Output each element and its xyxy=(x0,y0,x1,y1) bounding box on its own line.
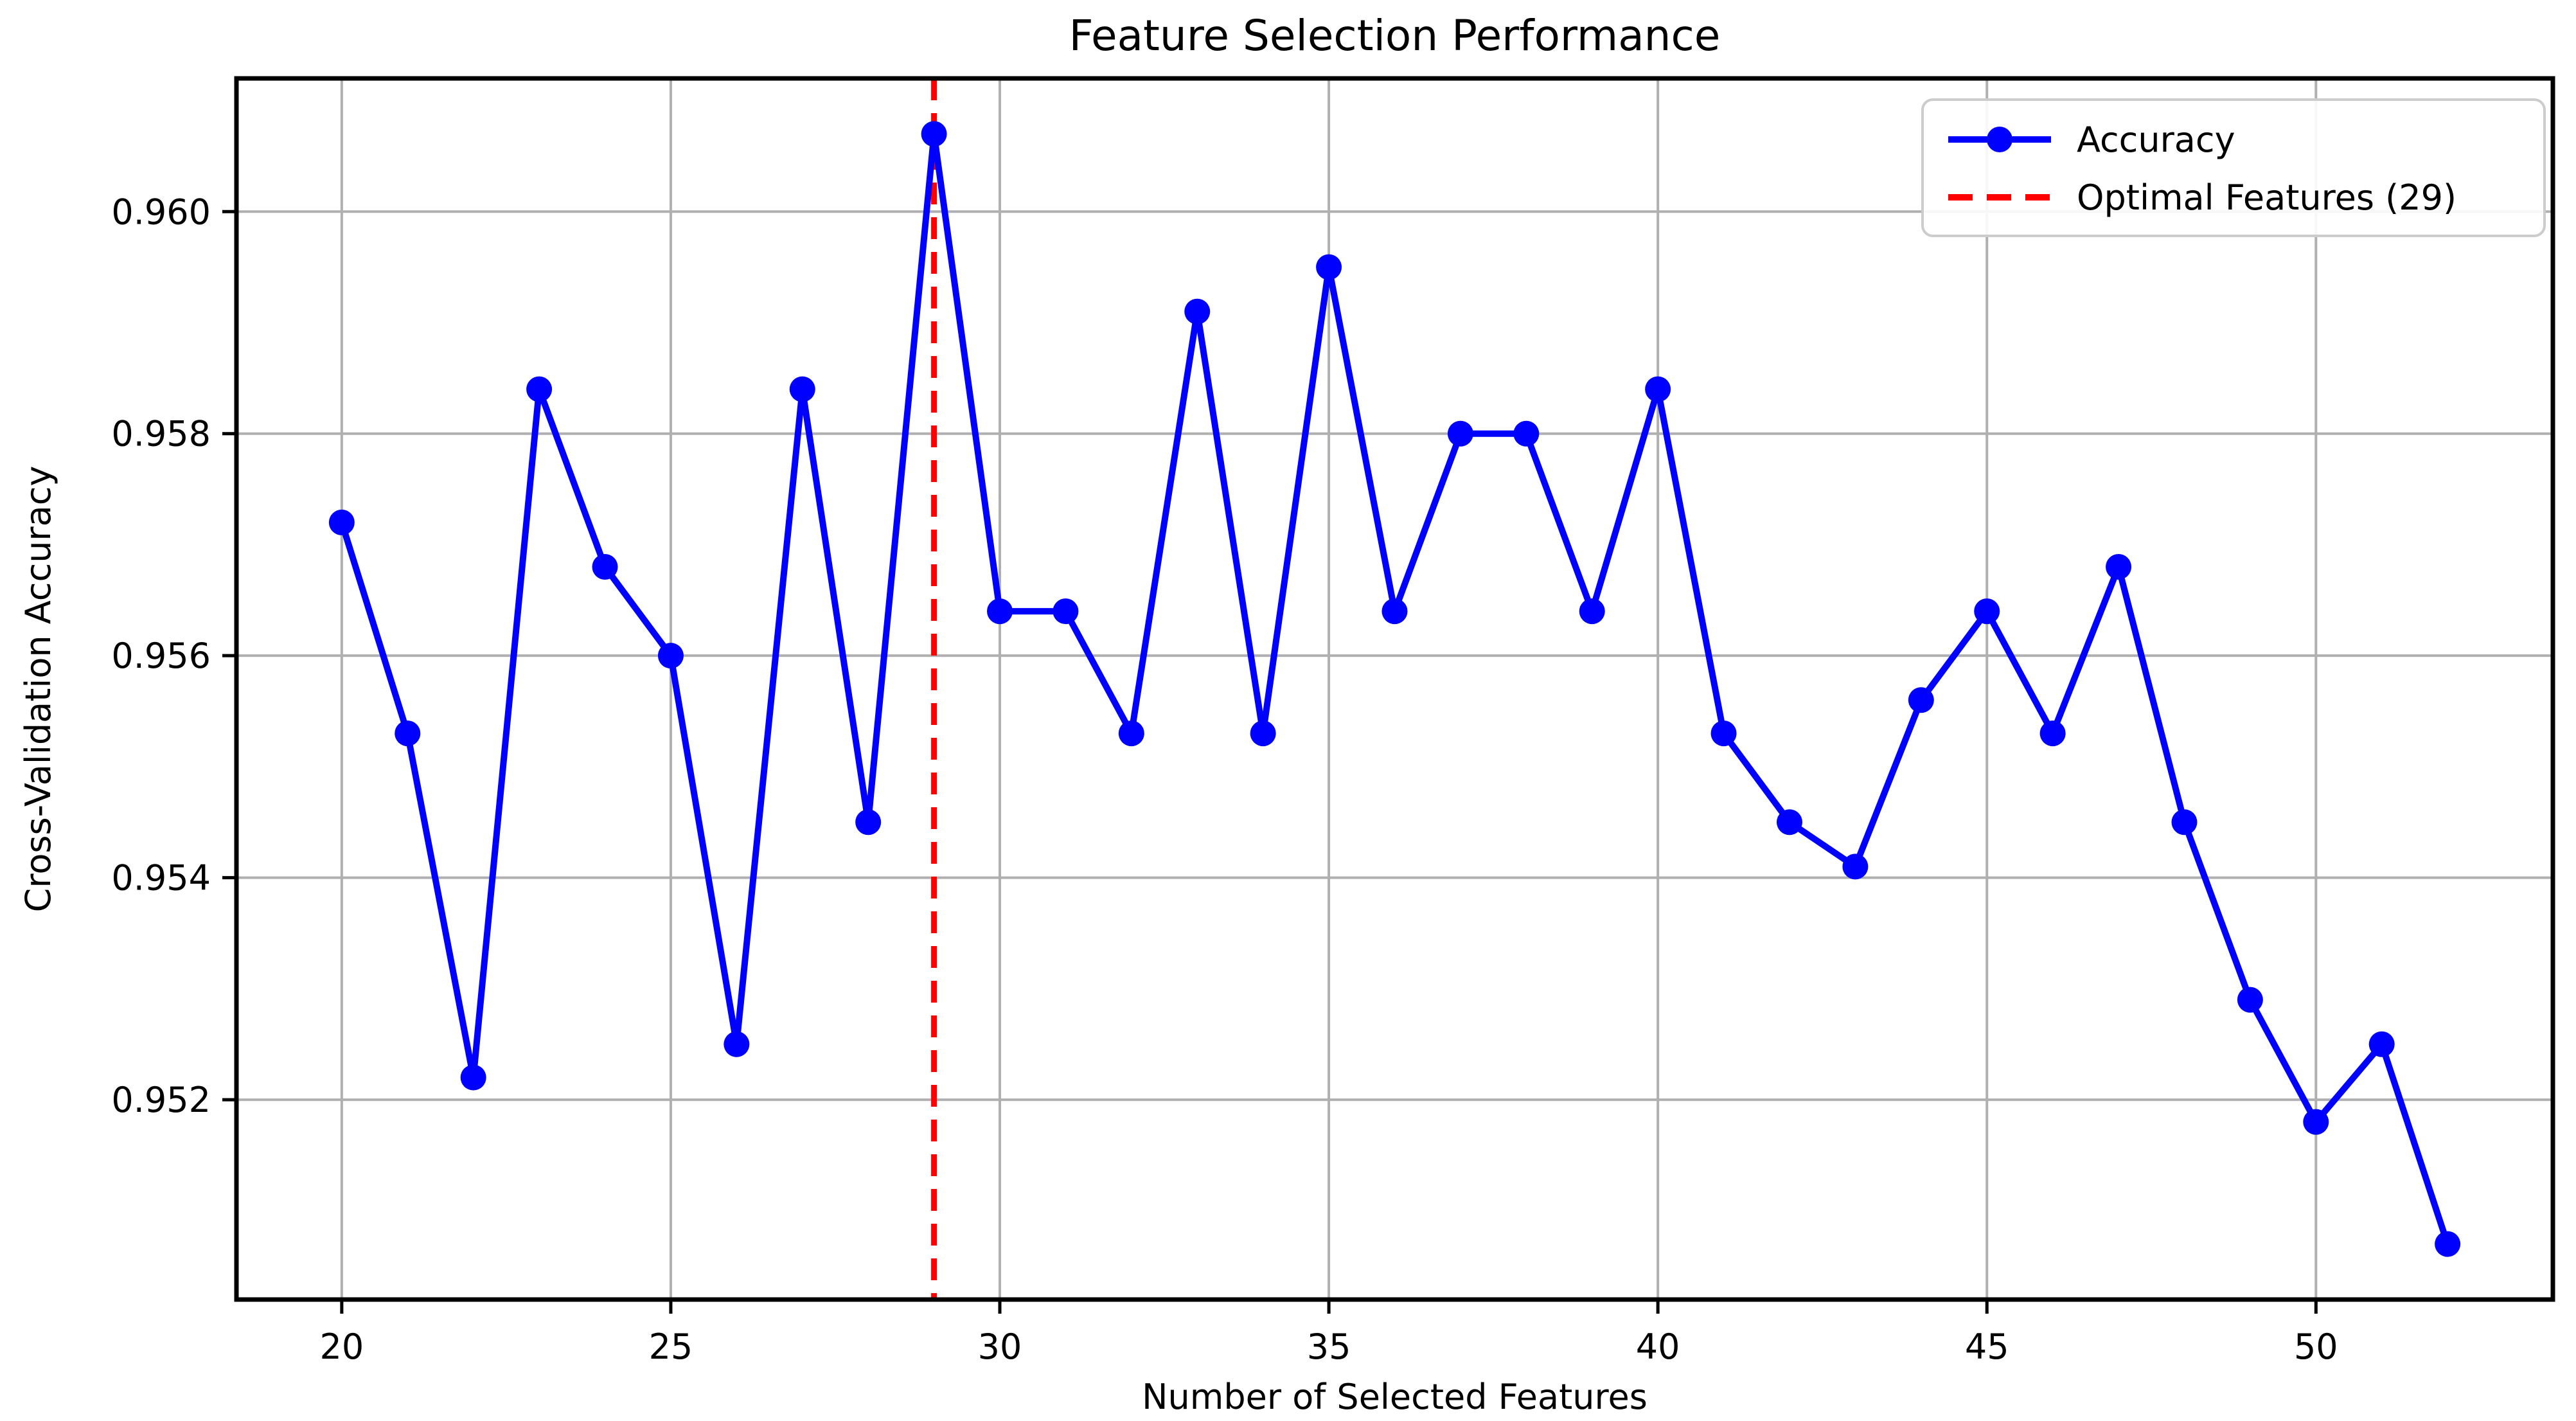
y-tick-label: 0.952 xyxy=(111,1080,211,1120)
x-tick-label: 20 xyxy=(320,1327,364,1367)
x-tick-label: 45 xyxy=(1965,1327,2009,1367)
data-point-35[interactable] xyxy=(1316,254,1342,280)
legend[interactable]: Accuracy Optimal Features (29) xyxy=(1921,98,2546,237)
data-point-36[interactable] xyxy=(1381,598,1408,625)
data-point-26[interactable] xyxy=(724,1031,750,1057)
data-point-38[interactable] xyxy=(1513,420,1540,447)
chart-title: Feature Selection Performance xyxy=(1069,11,1721,60)
x-axis-label: Number of Selected Features xyxy=(1142,1377,1648,1417)
x-tick-label: 30 xyxy=(978,1327,1022,1367)
data-point-30[interactable] xyxy=(987,598,1013,625)
data-point-21[interactable] xyxy=(395,720,421,747)
data-point-29[interactable] xyxy=(921,121,947,147)
data-point-39[interactable] xyxy=(1579,598,1605,625)
x-tick-label: 50 xyxy=(2294,1327,2338,1367)
legend-box xyxy=(1921,98,2546,237)
x-tick-label: 35 xyxy=(1307,1327,1351,1367)
grid-lines xyxy=(236,78,2553,1300)
data-point-47[interactable] xyxy=(2106,554,2132,580)
legend-accuracy-marker xyxy=(1987,127,2012,152)
data-point-37[interactable] xyxy=(1447,420,1473,447)
data-point-28[interactable] xyxy=(855,809,882,836)
data-point-51[interactable] xyxy=(2368,1031,2395,1057)
data-point-49[interactable] xyxy=(2237,987,2263,1013)
plot-border xyxy=(234,76,2555,1302)
y-tick-label: 0.958 xyxy=(111,414,211,454)
data-point-42[interactable] xyxy=(1776,809,1802,836)
accuracy-markers xyxy=(328,121,2461,1257)
data-point-46[interactable] xyxy=(2039,720,2066,747)
data-point-23[interactable] xyxy=(526,376,553,402)
data-point-20[interactable] xyxy=(328,509,355,535)
data-point-40[interactable] xyxy=(1645,376,1671,402)
x-tick-label: 25 xyxy=(649,1327,693,1367)
data-point-24[interactable] xyxy=(592,554,618,580)
data-point-34[interactable] xyxy=(1250,720,1276,747)
y-tick-label: 0.956 xyxy=(111,636,211,676)
data-point-44[interactable] xyxy=(1908,687,1934,713)
data-point-50[interactable] xyxy=(2303,1109,2329,1135)
y-tick-label: 0.954 xyxy=(111,858,211,898)
data-point-22[interactable] xyxy=(460,1064,486,1091)
data-point-43[interactable] xyxy=(1842,853,1869,880)
data-point-32[interactable] xyxy=(1118,720,1144,747)
data-point-52[interactable] xyxy=(2435,1231,2461,1257)
legend-optimal-label: Optimal Features (29) xyxy=(2077,177,2456,218)
data-point-45[interactable] xyxy=(1974,598,2000,625)
data-point-27[interactable] xyxy=(789,376,815,402)
y-axis-label: Cross-Validation Accuracy xyxy=(18,466,58,913)
data-point-48[interactable] xyxy=(2171,809,2198,836)
accuracy-line xyxy=(339,130,2451,1246)
data-point-25[interactable] xyxy=(657,643,684,669)
data-point-31[interactable] xyxy=(1053,598,1079,625)
y-tick-label: 0.960 xyxy=(111,192,211,232)
axis-ticks: 20 25 30 35 40 45 50 0.952 0.954 0.956 0.958 0.960 xyxy=(111,192,2338,1367)
data-point-41[interactable] xyxy=(1710,720,1737,747)
legend-accuracy-label: Accuracy xyxy=(2077,120,2235,160)
data-point-33[interactable] xyxy=(1184,298,1211,325)
x-tick-label: 40 xyxy=(1636,1327,1680,1367)
